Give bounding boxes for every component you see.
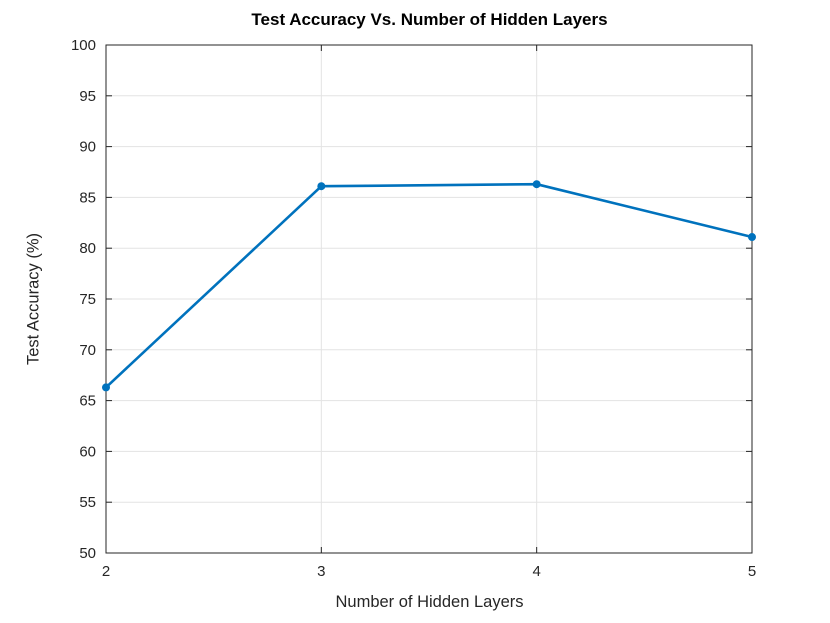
y-tick-label: 90: [79, 139, 96, 156]
data-point-marker: [748, 233, 756, 242]
y-tick-label: 80: [79, 240, 96, 257]
y-tick-label: 65: [79, 393, 96, 410]
y-tick-label: 55: [79, 494, 96, 511]
x-tick-label: 4: [532, 563, 540, 580]
y-tick-label: 70: [79, 342, 96, 359]
x-tick-label: 2: [102, 563, 110, 580]
data-line: [104, 182, 754, 389]
y-tick-label: 95: [79, 88, 96, 105]
y-axis-label: Test Accuracy (%): [24, 232, 43, 366]
y-tick-label: 85: [79, 189, 96, 206]
y-tick-label: 60: [79, 443, 96, 460]
data-point-marker: [532, 180, 541, 189]
y-tick-label: 50: [79, 545, 96, 562]
chart-title: Test Accuracy Vs. Number of Hidden Layer…: [251, 10, 608, 29]
y-tick-label: 100: [71, 37, 96, 54]
data-point-marker: [102, 383, 110, 392]
x-axis-label: Number of Hidden Layers: [335, 593, 524, 611]
x-tick-label: 3: [317, 563, 325, 580]
data-point-marker: [317, 182, 326, 191]
x-tick-label: 5: [748, 563, 756, 580]
y-tick-label: 75: [79, 291, 96, 308]
